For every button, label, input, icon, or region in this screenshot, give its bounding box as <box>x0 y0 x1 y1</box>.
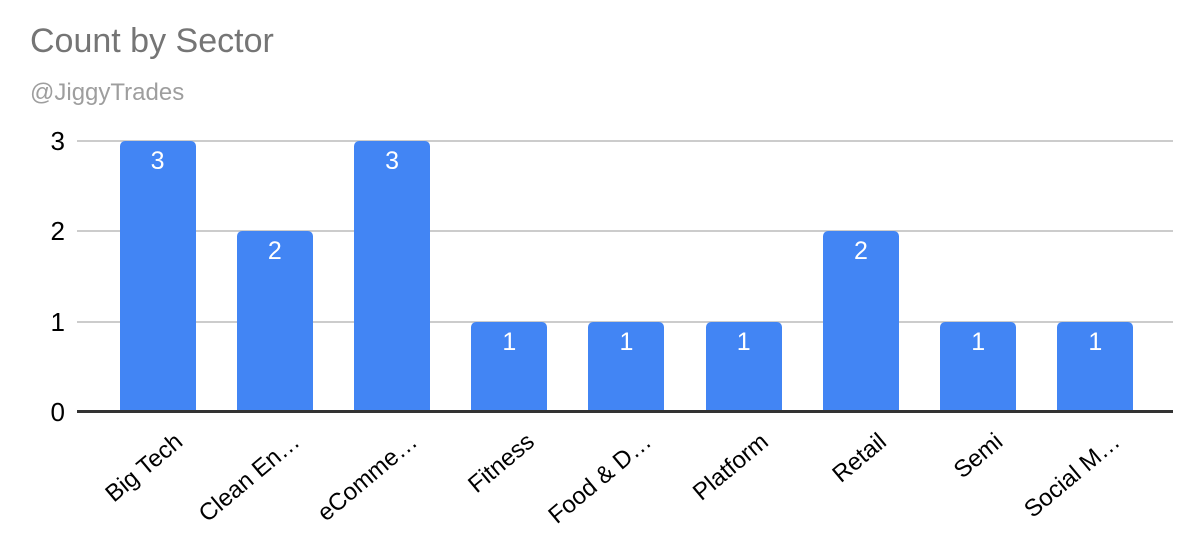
bar: 1 <box>940 321 1017 412</box>
bar-slot: 1 Semi <box>920 141 1037 484</box>
x-axis-tick-label: Big Tech <box>100 428 188 508</box>
bar-slot: 3 eComme… <box>312 141 450 527</box>
gridline <box>77 230 1173 233</box>
y-axis-tick-label: 2 <box>50 216 65 247</box>
bars-row: 3 Big Tech 2 Clean En… 3 eComme… 1 Fitness 1 Food… <box>99 141 1154 529</box>
bar-slot: 1 Food & D… <box>543 141 685 529</box>
bar-value-label: 2 <box>853 237 868 266</box>
bar-value-label: 3 <box>150 147 165 175</box>
bar: 1 <box>705 321 782 412</box>
bar-slot: 1 Social M… <box>1019 141 1154 523</box>
x-axis-line <box>77 410 1173 413</box>
bar-value-label: 1 <box>502 327 517 356</box>
bar: 2 <box>822 231 899 412</box>
bar-value-label: 1 <box>1088 327 1103 356</box>
bar-value-label: 2 <box>267 237 282 266</box>
bar: 1 <box>588 321 665 412</box>
x-axis-tick-label: Retail <box>826 428 892 489</box>
chart-subtitle: @JiggyTrades <box>30 79 185 106</box>
y-axis-tick-label: 1 <box>50 306 65 337</box>
bar-slot: 3 Big Tech <box>99 141 216 508</box>
y-axis-tick-label: 3 <box>50 126 65 156</box>
gridline <box>77 140 1173 142</box>
x-axis-tick-label: Clean En… <box>193 428 306 528</box>
bar-value-label: 3 <box>385 147 399 175</box>
x-axis-tick-label: Food & D… <box>543 428 657 530</box>
bar-value-label: 1 <box>736 327 751 356</box>
x-axis-tick-label: eComme… <box>312 428 423 527</box>
bar: 1 <box>1057 321 1134 412</box>
bar-value-label: 1 <box>619 327 634 356</box>
x-axis-tick-label: Platform <box>688 428 775 507</box>
gridline <box>77 320 1173 323</box>
chart-title: Count by Sector <box>30 22 274 60</box>
bar-slot: 2 Retail <box>802 141 919 488</box>
bar: 3 <box>354 141 431 412</box>
bar-slot: 1 Fitness <box>451 141 568 498</box>
bar-value-label: 1 <box>971 327 986 356</box>
plot-area: 3 Big Tech 2 Clean En… 3 eComme… 1 Fitness 1 Food… <box>51 126 1173 529</box>
bar-slot: 1 Platform <box>685 141 802 506</box>
y-axis-tick-label: 0 <box>50 397 65 427</box>
x-axis-tick-label: Fitness <box>463 428 540 499</box>
x-axis-tick-label: Semi <box>949 428 1009 484</box>
bar: 3 <box>119 141 196 412</box>
bar: 2 <box>236 231 313 412</box>
bar: 1 <box>471 321 548 412</box>
bar-slot: 2 Clean En… <box>194 141 333 528</box>
x-axis-tick-label: Social M… <box>1019 428 1126 524</box>
